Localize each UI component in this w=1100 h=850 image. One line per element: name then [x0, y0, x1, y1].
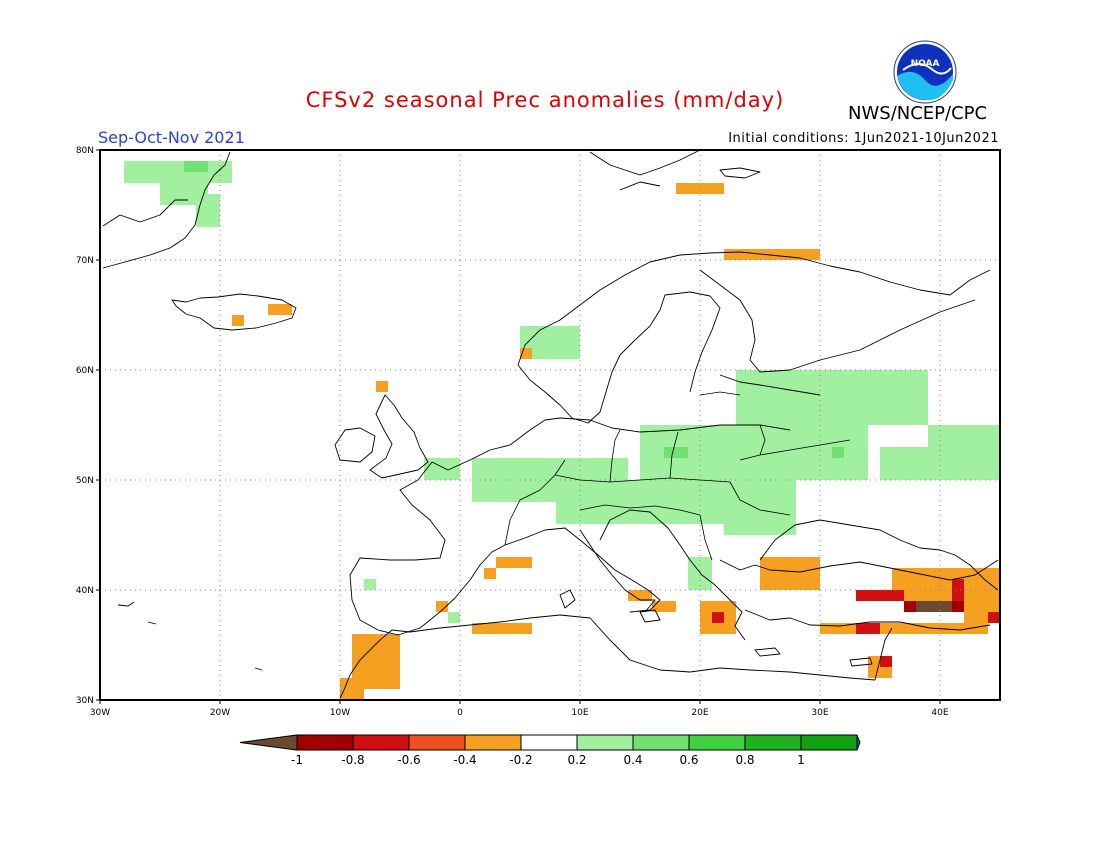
lon-tick-label: 0 [457, 708, 463, 718]
colorbar-swatch [800, 734, 858, 751]
anomaly-cell [952, 579, 964, 601]
lat-tick-label: 40N [76, 586, 94, 596]
colorbar-arrow-left [239, 734, 298, 751]
anomaly-cell [856, 590, 904, 601]
anomaly-cell [724, 513, 796, 535]
lat-tick-label: 60N [76, 366, 94, 376]
lon-tick-label: 10W [330, 708, 350, 718]
anomaly-cell [832, 447, 844, 458]
logo-text: NOAA [911, 59, 940, 69]
colorbar-label: -0.8 [341, 753, 364, 767]
colorbar-swatch [520, 734, 578, 751]
lon-tick-label: 20W [210, 708, 230, 718]
colorbar-label: -0.6 [397, 753, 420, 767]
anomaly-cell [988, 612, 1000, 623]
colorbar-label: -1 [291, 753, 303, 767]
anomaly-cell [736, 370, 832, 425]
lat-tick-label: 30N [76, 696, 94, 706]
anomaly-cell [364, 579, 376, 590]
anomaly-cell [376, 381, 388, 392]
anomaly-cell [928, 425, 1000, 447]
lon-tick-label: 30W [90, 708, 110, 718]
lat-tick-label: 70N [76, 256, 94, 266]
chart-title: CFSv2 seasonal Prec anomalies (mm/day) [305, 88, 785, 112]
anomaly-cell [448, 612, 460, 623]
colorbar-swatch [352, 734, 410, 751]
colorbar-label: -0.4 [453, 753, 476, 767]
season-label: Sep-Oct-Nov 2021 [98, 128, 245, 147]
colorbar-label: 0.2 [567, 753, 586, 767]
lon-tick-label: 40E [931, 708, 948, 718]
anomaly-cell [472, 623, 532, 634]
coastlines [102, 149, 999, 699]
colorbar-swatch [464, 734, 522, 751]
anomaly-cell [232, 315, 244, 326]
lon-tick-label: 10E [571, 708, 588, 718]
anomaly-cell [916, 601, 952, 612]
anomaly-cells [124, 161, 1000, 700]
noaa-logo-icon: NOAA [893, 40, 957, 104]
anomaly-cell [484, 568, 496, 579]
lon-tick-label: 30E [811, 708, 828, 718]
anomaly-cell [388, 634, 400, 645]
lat-tick-label: 50N [76, 476, 94, 486]
anomaly-cell [496, 557, 532, 568]
colorbar-label: 0.6 [679, 753, 698, 767]
anomaly-cell [436, 601, 448, 612]
anomaly-cell [196, 194, 220, 227]
anomaly-cell [268, 304, 292, 315]
anomaly-cell [880, 447, 1000, 480]
axis-ticks: 30W 20W 10W 0 10E 20E 30E 40E 80N 70N 60N 50N 40N 30N [76, 146, 949, 718]
colorbar-swatch [744, 734, 802, 751]
colorbar-label: 0.8 [735, 753, 754, 767]
anomaly-cell [652, 601, 676, 612]
anomaly-cell [676, 183, 724, 194]
lon-tick-label: 20E [691, 708, 708, 718]
colorbar: -1 -0.8 -0.6 -0.4 -0.2 0.2 0.4 0.6 0.8 1 [239, 734, 861, 767]
agency-label: NWS/NCEP/CPC [848, 103, 988, 124]
anomaly-cell [340, 678, 364, 700]
anomaly-cell [712, 612, 724, 623]
anomaly-cell [880, 656, 892, 667]
lat-tick-label: 80N [76, 146, 94, 156]
colorbar-label: -0.2 [509, 753, 532, 767]
anomaly-cell [424, 458, 460, 480]
anomaly-cell [184, 161, 208, 172]
colorbar-swatch [632, 734, 690, 751]
anomaly-cell [892, 568, 1000, 601]
anomaly-cell [628, 590, 652, 601]
anomaly-cell [832, 370, 928, 425]
map-frame [99, 149, 1001, 701]
colorbar-swatch [408, 734, 466, 751]
colorbar-swatch [576, 734, 634, 751]
anomaly-cell [520, 348, 532, 359]
colorbar-arrow-right [856, 734, 861, 751]
anomaly-cell [760, 557, 820, 590]
initial-conditions: Initial conditions: 1Jun2021-10Jun2021 [728, 131, 999, 146]
colorbar-swatch [296, 734, 354, 751]
colorbar-swatch [688, 734, 746, 751]
colorbar-label: 1 [797, 753, 805, 767]
anomaly-cell [664, 447, 688, 458]
anomaly-cell [856, 623, 880, 634]
colorbar-label: 0.4 [623, 753, 642, 767]
anomaly-cell [820, 623, 988, 634]
anomaly-cell [724, 249, 820, 260]
